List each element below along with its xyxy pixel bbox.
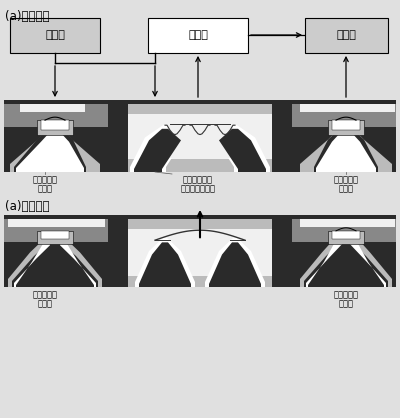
Bar	[328, 231, 364, 244]
Bar	[10, 18, 100, 53]
Polygon shape	[316, 129, 376, 172]
Bar	[108, 215, 128, 287]
Polygon shape	[8, 235, 102, 287]
Text: 靜電驅動閥: 靜電驅動閥	[334, 290, 358, 299]
Bar	[4, 100, 396, 104]
Text: （流體驅動閥）: （流體驅動閥）	[180, 184, 216, 193]
Bar	[168, 118, 232, 158]
Bar	[37, 231, 73, 244]
Text: （開）: （開）	[38, 184, 52, 193]
Polygon shape	[300, 122, 392, 172]
Text: （關）: （關）	[338, 184, 354, 193]
Bar	[4, 100, 396, 113]
Bar	[128, 115, 272, 159]
Bar	[272, 100, 292, 172]
Polygon shape	[55, 237, 96, 287]
Polygon shape	[209, 242, 261, 287]
Bar	[300, 217, 395, 227]
Polygon shape	[304, 241, 388, 287]
Bar	[4, 215, 396, 242]
Bar	[4, 100, 396, 104]
Bar	[108, 100, 128, 172]
Bar	[305, 18, 388, 53]
Text: (a)開啟狀態: (a)開啟狀態	[5, 200, 50, 213]
Text: 噴射器: 噴射器	[188, 30, 208, 40]
Polygon shape	[314, 126, 378, 172]
Bar	[4, 215, 396, 287]
Text: 丁烷槽: 丁烷槽	[45, 30, 65, 40]
Polygon shape	[130, 125, 185, 172]
Text: 燃燒器: 燃燒器	[336, 30, 356, 40]
Polygon shape	[215, 125, 270, 172]
Polygon shape	[134, 129, 181, 172]
Bar	[37, 120, 73, 135]
Polygon shape	[306, 240, 346, 287]
Bar	[128, 229, 272, 276]
Text: 靜電驅動閥: 靜電驅動閥	[32, 175, 58, 184]
Bar	[8, 217, 105, 227]
Bar	[332, 120, 360, 130]
Polygon shape	[16, 129, 84, 172]
Text: 靜電驅動閥: 靜電驅動閥	[334, 175, 358, 184]
Text: 皺折加工隔膜: 皺折加工隔膜	[183, 175, 213, 184]
Polygon shape	[10, 122, 100, 172]
Bar	[4, 215, 396, 219]
Polygon shape	[346, 240, 386, 287]
Bar	[300, 102, 395, 112]
Polygon shape	[14, 237, 55, 287]
Bar	[41, 120, 69, 130]
Text: (a)關閉狀態: (a)關閉狀態	[5, 10, 50, 23]
Polygon shape	[219, 129, 266, 172]
Bar	[108, 100, 292, 172]
Bar	[4, 100, 396, 172]
Text: （關）: （關）	[38, 299, 52, 308]
Bar	[41, 231, 69, 240]
Bar	[4, 100, 396, 127]
Polygon shape	[205, 238, 265, 287]
Bar	[272, 215, 292, 287]
Bar	[148, 18, 248, 53]
Text: 靜電驅動閥: 靜電驅動閥	[32, 290, 58, 299]
Polygon shape	[300, 235, 392, 287]
Bar	[332, 231, 360, 240]
Bar	[328, 120, 364, 135]
Polygon shape	[139, 242, 191, 287]
Polygon shape	[14, 126, 86, 172]
Polygon shape	[12, 241, 98, 287]
Bar	[20, 102, 85, 112]
Polygon shape	[135, 238, 195, 287]
Bar	[108, 215, 292, 287]
Text: （開）: （開）	[338, 299, 354, 308]
